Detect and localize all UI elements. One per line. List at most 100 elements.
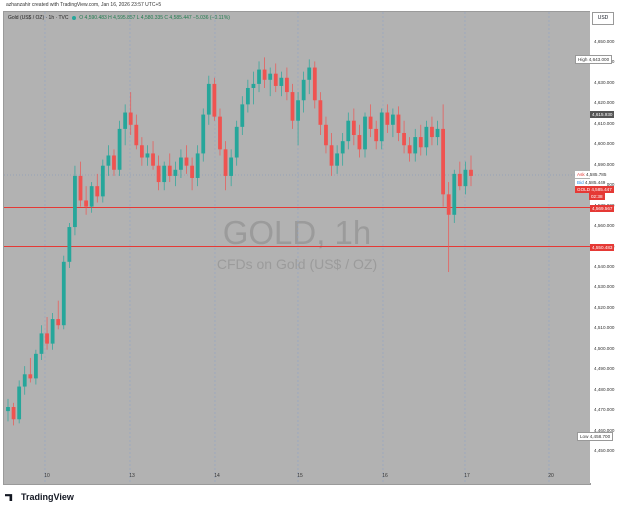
currency-button[interactable]: USD (592, 12, 614, 25)
candle[interactable] (134, 114, 139, 150)
candle[interactable] (285, 67, 289, 101)
candle[interactable] (162, 161, 167, 191)
candle-body (385, 112, 390, 125)
candle[interactable] (17, 380, 22, 424)
candle[interactable] (391, 108, 395, 138)
symbol-legend[interactable]: Gold (US$ / OZ) · 1h · TVC O 4,590.483 H… (8, 15, 230, 21)
high-label: High (578, 57, 588, 62)
candle-body (290, 92, 295, 121)
candle[interactable] (156, 155, 161, 191)
candle[interactable] (452, 169, 457, 223)
candle[interactable] (56, 300, 61, 330)
candle[interactable] (385, 104, 390, 133)
candle[interactable] (251, 71, 256, 105)
candle[interactable] (33, 349, 38, 385)
candle[interactable] (184, 145, 189, 174)
candle[interactable] (179, 149, 183, 178)
price-tick-label: 4,500.000 (594, 345, 615, 351)
candle[interactable] (245, 79, 250, 113)
candle[interactable] (374, 120, 379, 150)
candle[interactable] (268, 67, 273, 97)
candle[interactable] (357, 124, 362, 158)
candle-body (368, 116, 373, 129)
candle[interactable] (335, 145, 340, 174)
candle[interactable] (351, 108, 356, 146)
candle[interactable] (340, 132, 345, 166)
candle[interactable] (413, 128, 418, 162)
candle-body (463, 169, 468, 187)
candle[interactable] (73, 165, 77, 236)
candle[interactable] (89, 182, 94, 213)
candle[interactable] (218, 108, 222, 156)
candle[interactable] (201, 108, 206, 162)
candle[interactable] (273, 63, 278, 93)
candle[interactable] (61, 255, 66, 330)
candle[interactable] (463, 161, 468, 195)
candle[interactable] (379, 108, 384, 150)
candle[interactable] (262, 57, 267, 88)
candle[interactable] (173, 161, 178, 187)
candle[interactable] (28, 357, 33, 383)
candle[interactable] (206, 75, 211, 125)
candle[interactable] (469, 155, 473, 187)
candle[interactable] (106, 145, 111, 176)
candle[interactable] (424, 120, 429, 156)
candle[interactable] (6, 398, 10, 422)
candle[interactable] (112, 149, 116, 176)
candle[interactable] (441, 104, 446, 207)
candle[interactable] (78, 161, 83, 207)
candle[interactable] (11, 402, 16, 426)
candle[interactable] (67, 222, 72, 268)
candle[interactable] (234, 120, 239, 166)
candle[interactable] (402, 120, 406, 154)
candle[interactable] (223, 141, 228, 191)
candle[interactable] (318, 92, 323, 136)
tradingview-logo[interactable]: TradingView (5, 492, 74, 502)
candle[interactable] (435, 120, 440, 146)
candle[interactable] (22, 366, 27, 395)
candle[interactable] (145, 145, 150, 166)
chart-panel[interactable]: Gold (US$ / OZ) · 1h · TVC O 4,590.483 H… (3, 11, 591, 485)
candle[interactable] (296, 92, 300, 146)
candle[interactable] (312, 61, 317, 109)
candle[interactable] (50, 312, 55, 350)
candle[interactable] (346, 112, 351, 150)
candle-body (78, 175, 83, 201)
candle[interactable] (396, 106, 401, 142)
candle[interactable] (128, 92, 133, 136)
candle[interactable] (446, 182, 451, 273)
candle[interactable] (329, 132, 334, 176)
candle[interactable] (363, 112, 367, 158)
candle-body (179, 157, 183, 170)
candle[interactable] (139, 137, 144, 166)
candle-body (128, 112, 133, 125)
candle[interactable] (229, 149, 234, 187)
candle[interactable] (123, 104, 128, 146)
candle[interactable] (301, 71, 306, 113)
candle[interactable] (167, 153, 172, 183)
candle[interactable] (151, 141, 155, 170)
candle[interactable] (195, 145, 200, 187)
candle[interactable] (257, 61, 261, 93)
candle[interactable] (45, 317, 49, 350)
candle[interactable] (279, 71, 284, 97)
candle[interactable] (430, 116, 434, 146)
candle[interactable] (324, 116, 328, 154)
candle-body (452, 173, 457, 215)
candle[interactable] (95, 173, 100, 203)
high-tag: High 4,643.000 (575, 55, 613, 64)
candle[interactable] (212, 77, 217, 121)
candle[interactable] (84, 186, 88, 215)
candle[interactable] (117, 120, 122, 176)
candle[interactable] (407, 137, 412, 162)
candle[interactable] (418, 124, 423, 156)
candle[interactable] (100, 159, 105, 203)
candle[interactable] (307, 59, 312, 95)
candle[interactable] (457, 161, 462, 191)
candle[interactable] (290, 83, 295, 129)
candle[interactable] (240, 96, 245, 136)
candlestick-chart[interactable] (4, 12, 590, 484)
candle[interactable] (39, 325, 44, 360)
candle[interactable] (190, 157, 194, 191)
candle[interactable] (368, 104, 373, 138)
